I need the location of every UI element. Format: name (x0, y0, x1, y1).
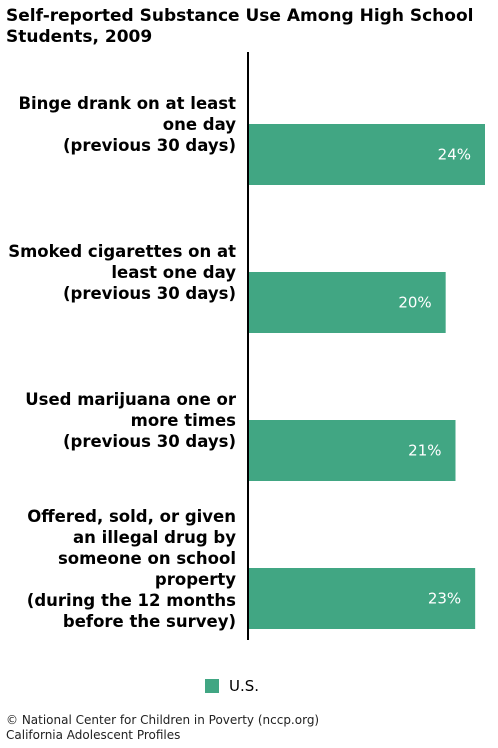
category-label-line: property (155, 570, 236, 589)
category-label-line: (previous 30 days) (63, 284, 236, 303)
category-label-line: someone on school (58, 549, 236, 568)
legend: U.S. (205, 677, 259, 695)
source-footer: © National Center for Children in Povert… (6, 713, 320, 742)
bar-chart: 24% Binge drank on at least one day (previo… (8, 52, 485, 640)
bar-2 (249, 272, 446, 333)
bar-value-label: 20% (398, 294, 431, 312)
bar-value-label: 23% (428, 590, 461, 608)
legend-swatch (205, 679, 219, 693)
category-label-line: (during the 12 months (27, 591, 236, 610)
bar-value-label: 24% (438, 146, 471, 164)
category-label-line: an illegal drug by (73, 528, 236, 547)
bar-3 (249, 420, 456, 481)
bar-4 (249, 568, 476, 629)
bar-value-label: 21% (408, 442, 441, 460)
chart-title: Self-reported Substance Use Among High S… (6, 6, 474, 47)
category-label-line: Used marijuana one or (25, 390, 237, 409)
category-label-line: Smoked cigarettes on at (8, 242, 236, 261)
category-label-line: Offered, sold, or given (27, 507, 236, 526)
category-label-line: (previous 30 days) (63, 432, 236, 451)
category-label-line: before the survey) (63, 612, 236, 631)
category-label: Smoked cigarettes on at least one day (pre… (8, 242, 236, 303)
category-label-line: more times (131, 411, 237, 430)
category-label-line: one day (163, 115, 236, 134)
category-label: Used marijuana one or more times (previous… (25, 390, 237, 451)
category-label-line: Binge drank on at least (18, 94, 236, 113)
category-label: Offered, sold, or given an illegal drug b… (27, 507, 236, 631)
category-label: Binge drank on at least one day (previous … (18, 94, 236, 155)
legend-label: U.S. (229, 677, 260, 695)
category-label-line: least one day (111, 263, 236, 282)
category-label-line: (previous 30 days) (63, 136, 236, 155)
bar-1 (249, 124, 485, 185)
